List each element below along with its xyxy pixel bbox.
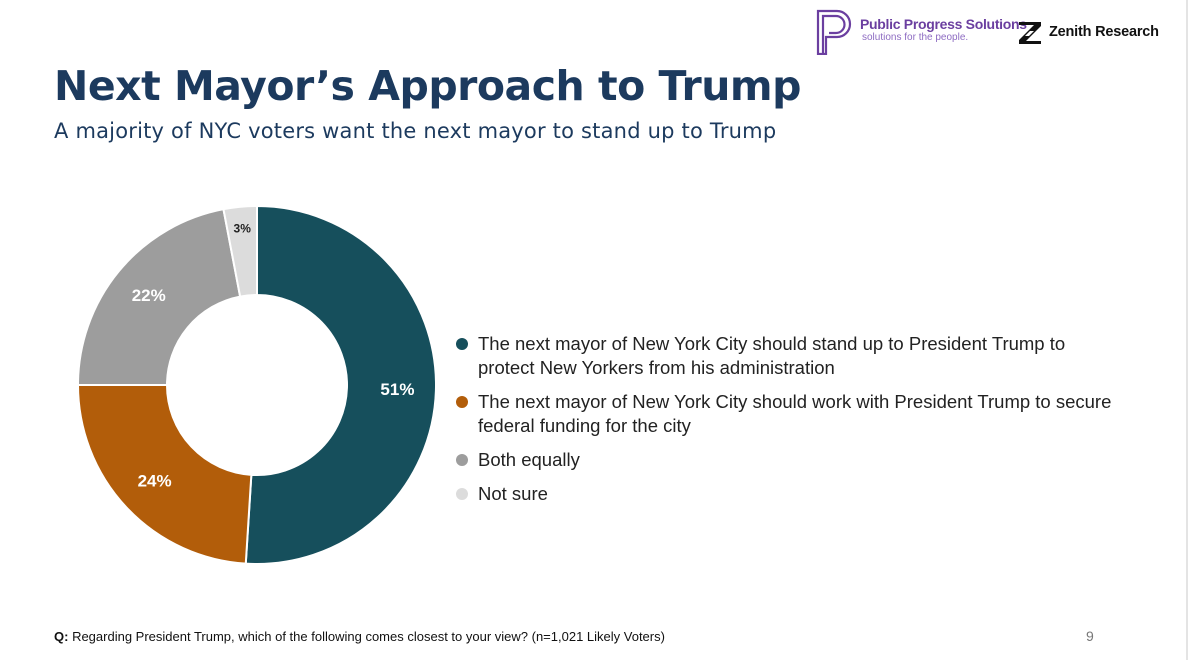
page-number: 9: [1086, 628, 1094, 644]
question-footnote: Q: Regarding President Trump, which of t…: [54, 629, 665, 644]
zenith-logo-name: Zenith Research: [1049, 24, 1159, 40]
donut-label-3: 22%: [132, 286, 166, 305]
legend-swatch-icon: [456, 454, 468, 466]
legend-label: Both equally: [478, 449, 580, 470]
slide-subtitle: A majority of NYC voters want the next m…: [54, 119, 777, 143]
legend-swatch-icon: [456, 396, 468, 408]
donut-chart: 51% 24% 22% 3%: [76, 204, 437, 565]
donut-slice-4: [222, 204, 258, 298]
chart-legend: The next mayor of New York City should s…: [456, 332, 1116, 516]
legend-item-the-next-mayor-of-new-york-city-should-s: The next mayor of New York City should s…: [456, 332, 1116, 380]
footnote-text: Regarding President Trump, which of the …: [68, 629, 665, 644]
footnote-label: Q:: [54, 629, 69, 644]
legend-swatch-icon: [456, 338, 468, 350]
pps-logo-icon: [816, 9, 852, 55]
pps-logo-tagline: solutions for the people.: [862, 32, 969, 43]
slide-title: Next Mayor’s Approach to Trump: [54, 62, 801, 110]
donut-label-2: 24%: [138, 472, 172, 491]
slide-edge-divider: [1186, 0, 1188, 660]
donut-label-1: 51%: [380, 380, 414, 399]
legend-label: Not sure: [478, 483, 548, 504]
donut-slice-2: [76, 384, 253, 565]
donut-label-4: 3%: [234, 222, 252, 236]
donut-slice-3: [76, 208, 242, 386]
donut-slice-1: [244, 204, 437, 565]
public-progress-solutions-logo: Public Progress Solutions solutions for …: [815, 9, 1027, 55]
legend-item-not-sure: Not sure: [456, 482, 1116, 506]
legend-item-both-equally: Both equally: [456, 448, 1116, 472]
pps-logo-name: Public Progress Solutions: [860, 16, 1027, 32]
zenith-research-logo: Zenith Research: [1017, 18, 1159, 46]
legend-label: The next mayor of New York City should w…: [478, 391, 1112, 436]
legend-item-the-next-mayor-of-new-york-city-should-w: The next mayor of New York City should w…: [456, 390, 1116, 438]
legend-label: The next mayor of New York City should s…: [478, 333, 1066, 378]
legend-swatch-icon: [456, 488, 468, 500]
zenith-logo-icon: [1019, 22, 1041, 44]
